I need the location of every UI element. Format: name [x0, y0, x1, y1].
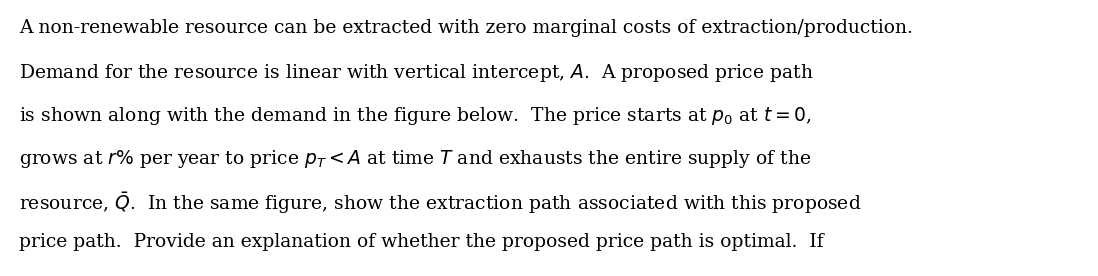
Text: A non-renewable resource can be extracted with zero marginal costs of extraction: A non-renewable resource can be extracte…: [19, 19, 912, 37]
Text: resource, $\bar{Q}$.  In the same figure, show the extraction path associated wi: resource, $\bar{Q}$. In the same figure,…: [19, 190, 861, 216]
Text: Demand for the resource is linear with vertical intercept, $A$.  A proposed pric: Demand for the resource is linear with v…: [19, 62, 814, 84]
Text: is shown along with the demand in the figure below.  The price starts at $p_0$ a: is shown along with the demand in the fi…: [19, 105, 811, 127]
Text: grows at $r\%$ per year to price $p_T < A$ at time $T$ and exhausts the entire s: grows at $r\%$ per year to price $p_T < …: [19, 148, 811, 170]
Text: price path.  Provide an explanation of whether the proposed price path is optima: price path. Provide an explanation of wh…: [19, 233, 824, 251]
